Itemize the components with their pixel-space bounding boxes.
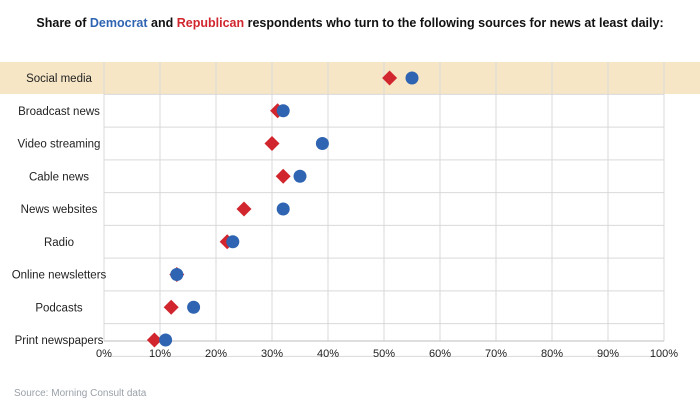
x-tick-label: 50% <box>373 348 395 360</box>
democrat-point-social-media <box>405 71 419 85</box>
democrat-point-video-streaming <box>315 137 329 150</box>
category-label-news-websites: News websites <box>21 204 98 216</box>
democrat-point-podcasts <box>187 300 201 314</box>
title-middle: and <box>147 16 177 30</box>
republican-point-video-streaming <box>264 136 280 151</box>
title-suffix: respondents who turn to the following so… <box>244 16 664 30</box>
x-tick-label: 10% <box>149 348 171 360</box>
x-tick-label: 80% <box>541 348 563 360</box>
category-label-video-streaming: Video streaming <box>18 139 101 151</box>
category-label-social-media: Social media <box>26 73 92 85</box>
highlight-band <box>0 62 700 94</box>
title-prefix: Share of <box>36 16 90 30</box>
chart-title: Share of Democrat and Republican respond… <box>0 16 700 30</box>
democrat-point-online-newsletters <box>170 268 184 281</box>
democrat-point-cable-news <box>293 169 307 183</box>
category-label-cable-news: Cable news <box>29 171 89 183</box>
republican-point-cable-news <box>275 168 291 184</box>
category-label-podcasts: Podcasts <box>35 302 83 314</box>
title-republican: Republican <box>176 16 245 30</box>
category-label-broadcast-news: Broadcast news <box>18 106 100 118</box>
x-tick-label: 90% <box>597 348 619 360</box>
x-tick-label: 60% <box>429 348 451 360</box>
republican-point-print-newspapers <box>146 332 162 348</box>
category-label-radio: Radio <box>44 237 74 249</box>
source-note: Source: Morning Consult data <box>14 388 147 399</box>
x-tick-label: 20% <box>205 348 227 360</box>
x-tick-label: 30% <box>261 348 283 360</box>
category-label-print-newspapers: Print newspapers <box>15 335 104 347</box>
democrat-point-news-websites <box>276 202 290 216</box>
category-label-online-newsletters: Online newsletters <box>12 270 107 282</box>
title-democrat: Democrat <box>89 16 148 30</box>
x-tick-label: 0% <box>96 348 112 360</box>
x-tick-label: 70% <box>485 348 507 360</box>
democrat-point-radio <box>226 235 240 249</box>
x-tick-label: 100% <box>650 348 678 360</box>
democrat-point-print-newspapers <box>159 333 173 347</box>
republican-point-news-websites <box>236 201 252 217</box>
republican-point-podcasts <box>163 299 179 315</box>
x-tick-label: 40% <box>317 348 339 360</box>
republican-point-social-media <box>382 70 398 86</box>
democrat-point-broadcast-news <box>276 104 290 118</box>
